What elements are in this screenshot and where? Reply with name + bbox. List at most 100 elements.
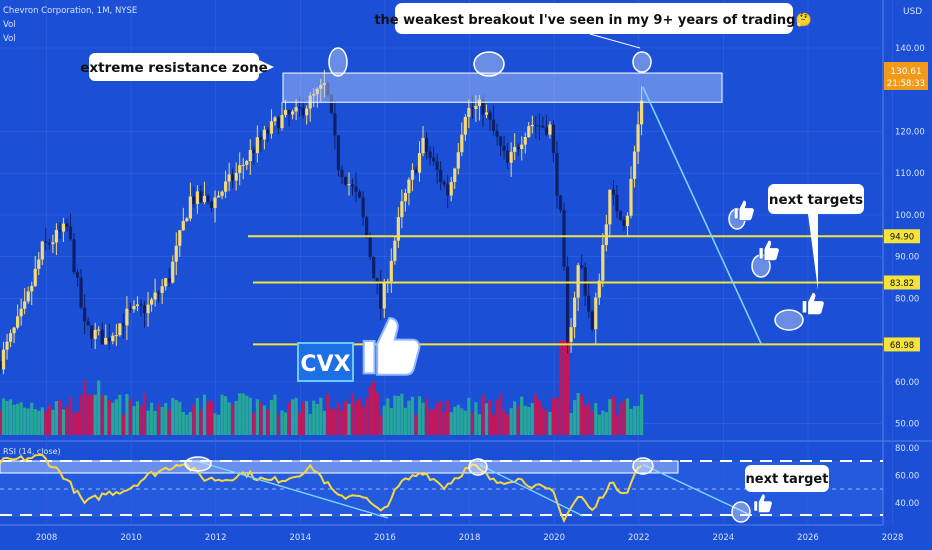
candle-body	[403, 192, 408, 202]
candle-body	[576, 265, 580, 298]
volume-bar	[241, 393, 245, 435]
year-tick-label: 2018	[459, 533, 481, 543]
volume-bar	[149, 402, 154, 435]
volume-bar	[343, 401, 348, 435]
price-tick-label: 140.00	[895, 44, 925, 54]
volume-bar	[224, 396, 228, 435]
candle-body	[530, 124, 534, 127]
candle-body	[491, 119, 496, 132]
price-tick-label: 80.00	[895, 294, 919, 304]
candle-body	[135, 304, 140, 306]
candle-body	[558, 195, 563, 211]
volume-bar	[132, 406, 136, 435]
volume-bar	[72, 413, 76, 435]
volume-bar	[625, 398, 630, 435]
callout-pointer	[589, 33, 641, 49]
candle-body	[125, 308, 129, 326]
candle-body	[79, 277, 83, 308]
candle-body	[97, 329, 101, 331]
volume-bar	[58, 399, 62, 435]
volume-bar	[192, 404, 196, 435]
volume-bar	[565, 340, 570, 435]
candle-body	[252, 149, 256, 154]
currency-label: USD	[903, 7, 922, 17]
volume-bar	[639, 394, 644, 435]
candle-body	[241, 164, 245, 166]
chart-header: Chevron Corporation, 1M, NYSE Vol Vol	[3, 6, 137, 44]
candle-body	[234, 172, 238, 181]
volume-bar	[19, 402, 23, 435]
candle-body	[421, 137, 425, 154]
candle-body	[481, 99, 485, 115]
candle-body	[618, 211, 623, 220]
candle-body	[248, 149, 252, 161]
thumbs-up-icon	[362, 317, 421, 376]
volume-bar	[185, 414, 189, 435]
candle-body	[195, 191, 200, 204]
year-tick-label: 2028	[882, 533, 904, 543]
level-tag-label: 68.98	[890, 341, 914, 351]
candle-body	[379, 283, 383, 309]
candle-body	[104, 337, 108, 345]
candle-body	[266, 129, 270, 134]
candle-body	[171, 261, 175, 283]
candle-body	[498, 136, 503, 146]
volume-bar	[1, 398, 6, 435]
volume-bar	[611, 396, 615, 435]
volume-bar	[142, 393, 147, 435]
callout-text: extreme resistance zone	[80, 60, 268, 76]
candle-body	[417, 153, 422, 173]
volume-bar	[537, 400, 541, 435]
candle-body	[534, 124, 538, 126]
resistance-highlights	[328, 47, 652, 77]
candle-body	[506, 150, 510, 163]
volume-bar	[449, 412, 453, 435]
candle-body	[287, 109, 291, 115]
price-tick-label: 100.00	[895, 211, 925, 221]
volume-bar	[481, 395, 485, 435]
candle-body	[407, 179, 411, 193]
candle-body	[157, 292, 161, 294]
volume-bar	[516, 405, 520, 435]
volume-bar	[47, 405, 51, 435]
candle-body	[632, 151, 637, 179]
candle-body	[1, 349, 6, 370]
volume-bar	[114, 399, 118, 435]
target-circle	[731, 501, 751, 523]
candle-body	[636, 124, 640, 152]
volume-bar	[477, 414, 482, 435]
candle-body	[178, 230, 182, 246]
symbol-title: Chevron Corporation, 1M, NYSE	[3, 6, 137, 16]
candle-body	[562, 210, 566, 267]
bar-countdown: 21:58:33	[887, 79, 925, 89]
volume-bar	[357, 399, 362, 435]
volume-bar	[432, 409, 436, 435]
volume-bar	[407, 400, 411, 435]
volume-bar	[12, 404, 16, 435]
volume-bar	[308, 413, 312, 435]
volume-bar	[128, 398, 133, 435]
candle-body	[365, 217, 369, 238]
candle-body	[502, 145, 506, 151]
volume-bar	[435, 402, 439, 435]
volume-bar	[424, 398, 429, 435]
volume-bar	[354, 401, 358, 435]
candle-body	[544, 127, 549, 135]
thumbs-up-icon	[758, 239, 780, 261]
candle-body	[569, 327, 573, 342]
candle-body	[629, 178, 633, 216]
volume-bar	[23, 407, 27, 435]
callout-box	[89, 53, 259, 81]
grid	[0, 0, 893, 525]
resistance-zone	[282, 72, 723, 103]
candle-body	[75, 272, 80, 278]
candle-body	[601, 245, 605, 281]
volume-bar	[202, 394, 207, 435]
highlight-circle	[473, 51, 505, 77]
callout-text: next target	[746, 472, 829, 487]
candle-body	[639, 100, 644, 125]
volume-bar	[597, 414, 601, 435]
price-tick-label: 50.00	[895, 420, 919, 430]
volume-bar	[336, 402, 341, 435]
